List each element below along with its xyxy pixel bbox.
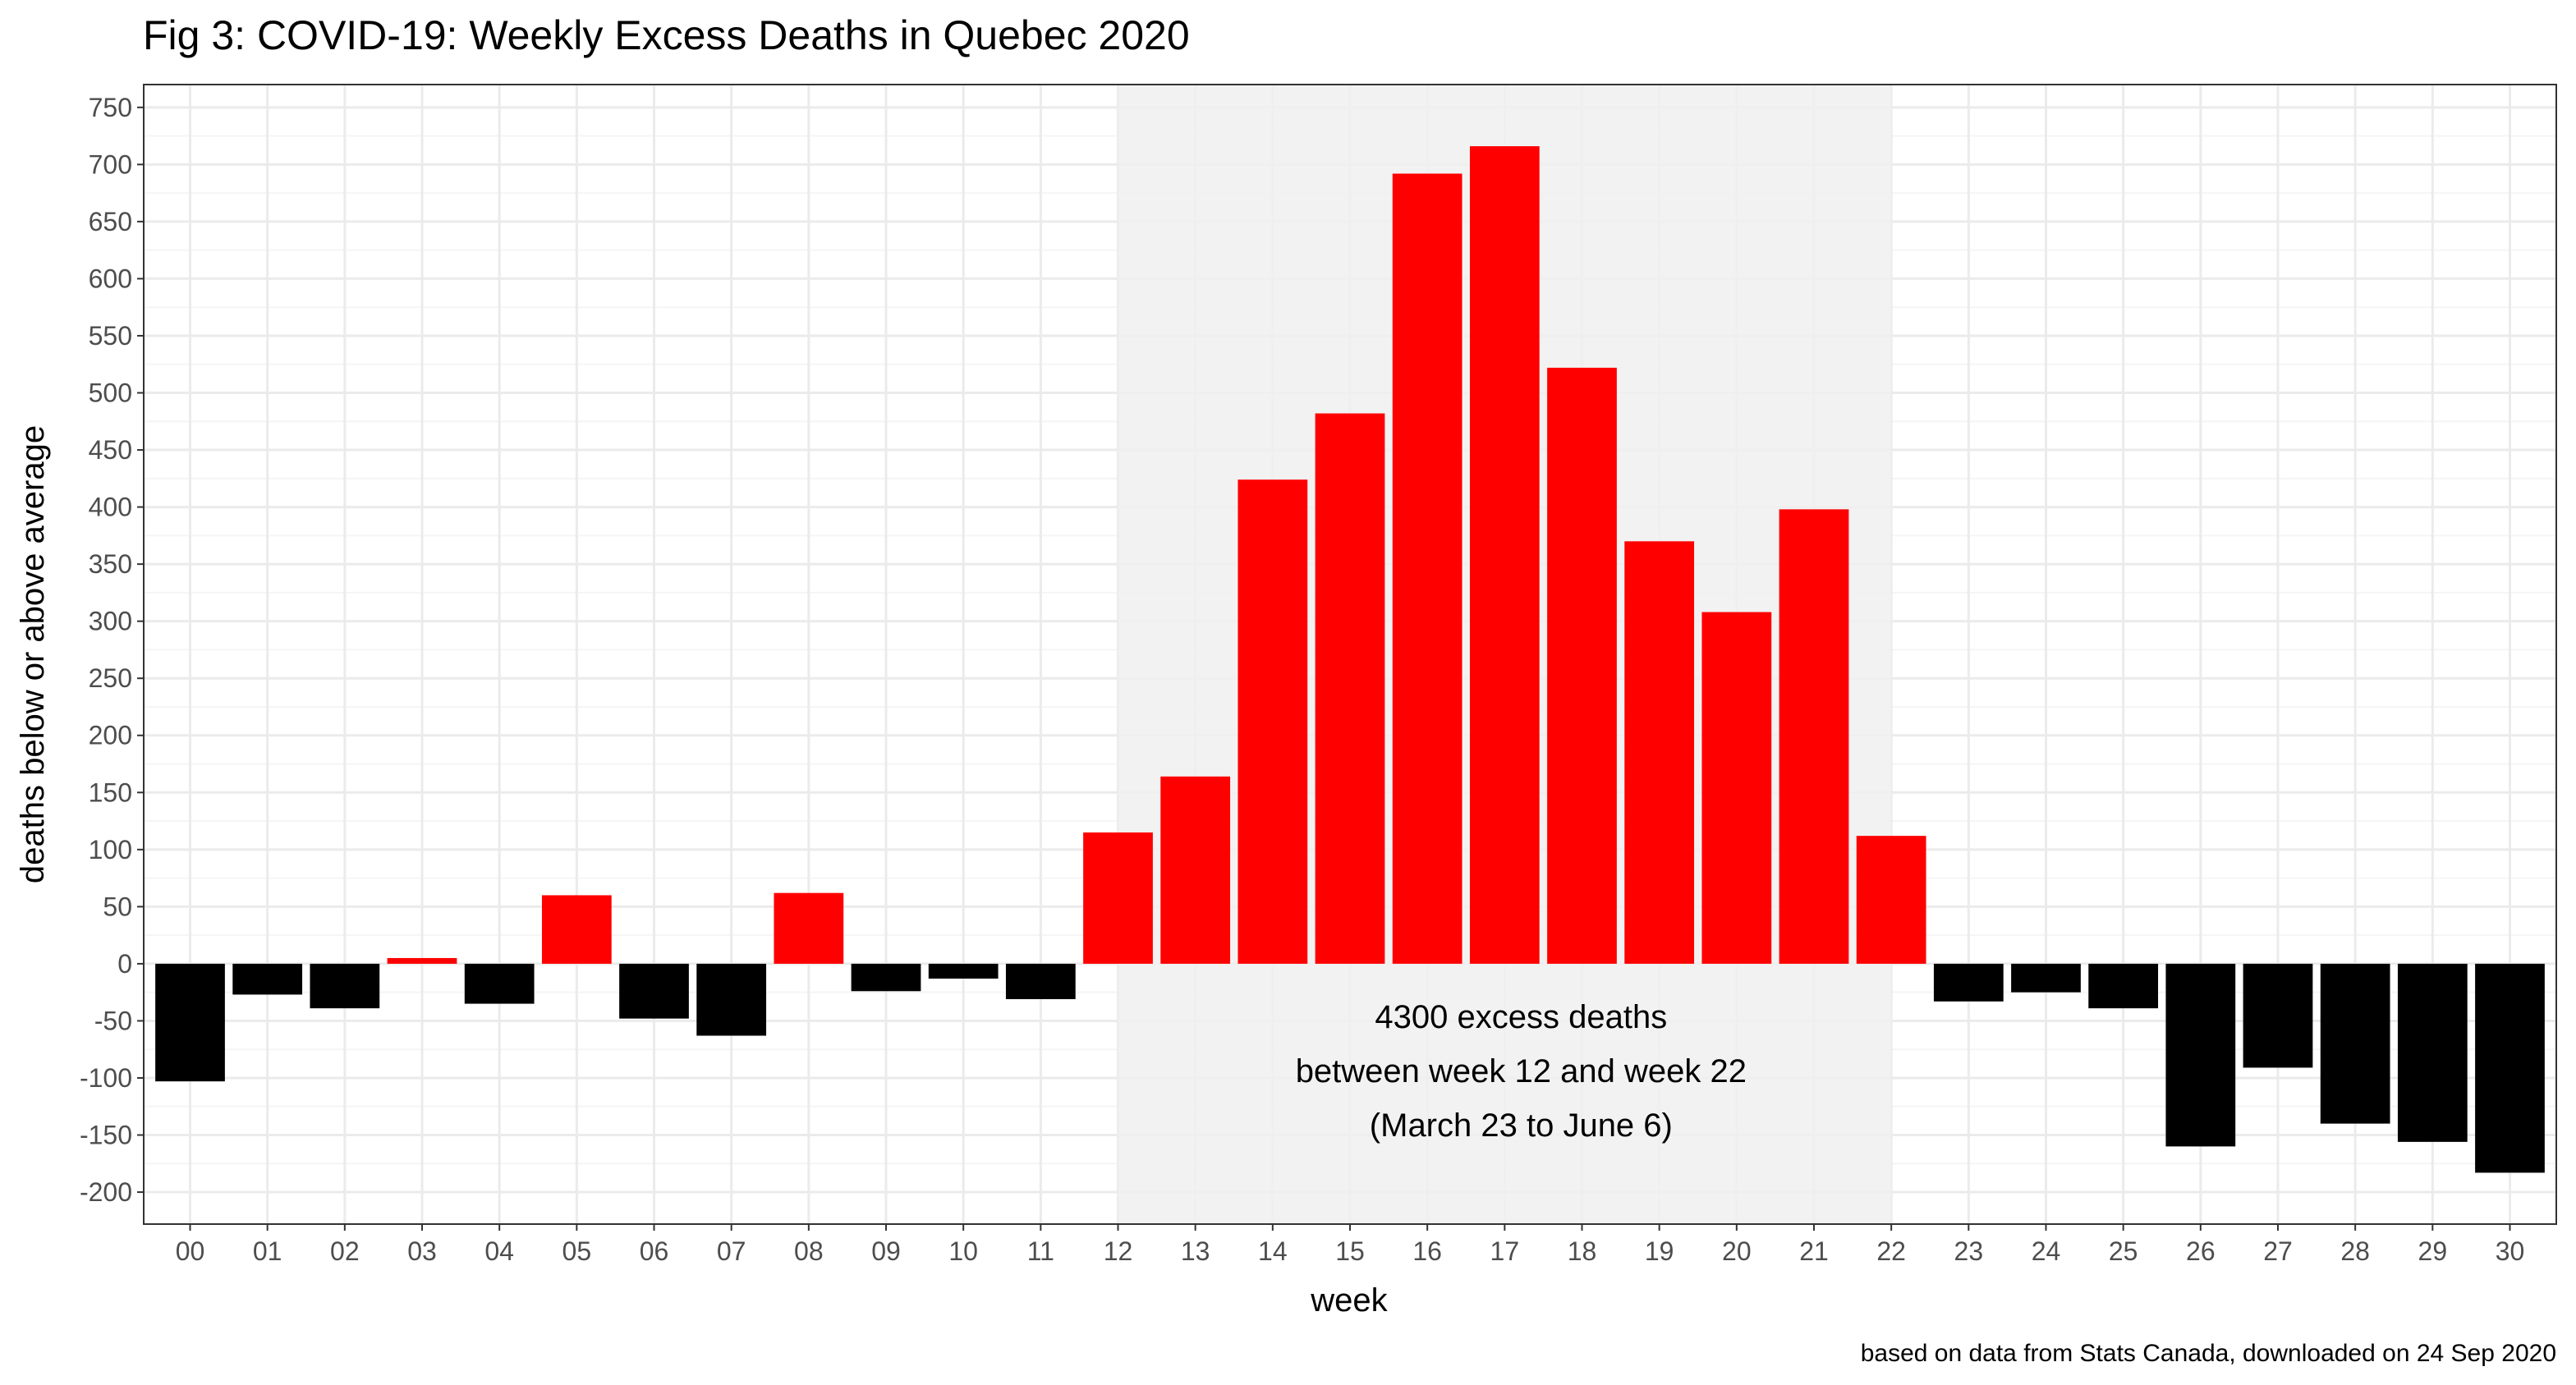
x-tick-label: 08 <box>794 1236 824 1266</box>
bar-week-10 <box>928 963 999 979</box>
bar-week-22 <box>1856 836 1926 964</box>
x-tick-label: 05 <box>562 1236 592 1266</box>
x-tick-label: 23 <box>1954 1236 1984 1266</box>
bar-week-15 <box>1315 413 1385 964</box>
y-tick-label: 700 <box>89 149 132 179</box>
annotation: 4300 excess deaths between week 12 and we… <box>1296 999 1747 1144</box>
y-tick-label: -100 <box>80 1063 132 1093</box>
bar-week-03 <box>387 957 457 964</box>
annotation-line: 4300 excess deaths <box>1375 999 1667 1035</box>
x-tick-label: 03 <box>407 1236 437 1266</box>
bar-week-09 <box>851 963 921 992</box>
bar-week-14 <box>1237 479 1308 964</box>
x-tick-label: 16 <box>1412 1236 1442 1266</box>
bar-week-23 <box>1933 963 2004 1002</box>
x-tick-label: 15 <box>1335 1236 1365 1266</box>
x-tick-label: 06 <box>640 1236 669 1266</box>
caption: based on data from Stats Canada, downloa… <box>1861 1340 2556 1367</box>
y-tick-label: -200 <box>80 1177 132 1207</box>
bar-week-28 <box>2320 963 2390 1124</box>
x-tick-label: 26 <box>2186 1236 2216 1266</box>
x-tick-label: 07 <box>717 1236 746 1266</box>
bar-week-26 <box>2165 963 2236 1147</box>
bar-week-18 <box>1547 367 1617 964</box>
x-axis-title: week <box>1310 1282 1388 1319</box>
bar-week-11 <box>1005 963 1076 1000</box>
x-tick-label: 28 <box>2340 1236 2370 1266</box>
chart-title: Fig 3: COVID-19: Weekly Excess Deaths in… <box>143 12 1190 58</box>
x-tick-label: 14 <box>1258 1236 1288 1266</box>
x-tick-label: 20 <box>1722 1236 1752 1266</box>
bar-week-13 <box>1160 776 1231 964</box>
x-tick-label: 21 <box>1799 1236 1829 1266</box>
annotation-line: (March 23 to June 6) <box>1370 1108 1673 1144</box>
bar-week-20 <box>1701 612 1772 964</box>
y-tick-label: 350 <box>89 549 132 579</box>
bar-week-07 <box>696 963 767 1036</box>
bar-week-30 <box>2475 963 2545 1173</box>
y-tick-label: 650 <box>89 207 132 236</box>
x-tick-label: 04 <box>484 1236 514 1266</box>
x-tick-label: 17 <box>1490 1236 1520 1266</box>
bar-week-12 <box>1083 832 1153 964</box>
y-tick-label: -50 <box>94 1006 132 1035</box>
y-tick-label: 50 <box>103 892 132 921</box>
y-axis-ticks: -200 -150 -100 -50 0 50 100 150 200 250 300 350 400 4… <box>80 93 144 1207</box>
annotation-line: between week 12 and week 22 <box>1296 1053 1747 1089</box>
y-tick-label: 500 <box>89 378 132 408</box>
x-tick-label: 01 <box>253 1236 282 1266</box>
y-tick-label: 250 <box>89 663 132 693</box>
bar-week-29 <box>2397 963 2468 1142</box>
bars <box>155 146 2545 1173</box>
x-tick-label: 30 <box>2496 1236 2525 1266</box>
x-tick-label: 29 <box>2418 1236 2448 1266</box>
bar-week-00 <box>155 963 225 1082</box>
y-tick-label: 200 <box>89 721 132 750</box>
bar-week-01 <box>232 963 303 995</box>
y-tick-label: 150 <box>89 777 132 807</box>
y-tick-label: 100 <box>89 835 132 864</box>
bar-week-16 <box>1392 173 1462 964</box>
x-tick-label: 27 <box>2263 1236 2293 1266</box>
y-tick-label: 450 <box>89 435 132 465</box>
y-axis-title: deaths below or above average <box>15 425 51 883</box>
bar-week-27 <box>2243 963 2313 1068</box>
bar-week-17 <box>1469 146 1540 964</box>
x-tick-label: 09 <box>871 1236 901 1266</box>
x-tick-label: 13 <box>1181 1236 1210 1266</box>
x-tick-label: 25 <box>2109 1236 2138 1266</box>
x-tick-label: 10 <box>948 1236 978 1266</box>
y-tick-label: 300 <box>89 607 132 636</box>
bar-week-25 <box>2088 963 2159 1009</box>
y-tick-label: -150 <box>80 1121 132 1150</box>
y-tick-label: 400 <box>89 493 132 522</box>
x-tick-label: 02 <box>330 1236 360 1266</box>
bar-week-05 <box>541 895 612 964</box>
x-axis-ticks: 00 01 02 03 04 05 06 07 08 09 10 11 12 13 14 15 16 17 18 19… <box>176 1224 2525 1266</box>
bar-week-06 <box>619 963 689 1019</box>
y-tick-label: 0 <box>117 949 132 979</box>
x-tick-label: 18 <box>1568 1236 1597 1266</box>
x-tick-label: 11 <box>1027 1236 1054 1266</box>
x-tick-label: 00 <box>176 1236 205 1266</box>
bar-week-21 <box>1779 509 1849 964</box>
y-tick-label: 750 <box>89 93 132 122</box>
x-tick-label: 19 <box>1645 1236 1674 1266</box>
bar-week-08 <box>774 892 844 964</box>
y-tick-label: 550 <box>89 321 132 351</box>
x-tick-label: 12 <box>1104 1236 1133 1266</box>
bar-week-19 <box>1624 541 1695 964</box>
x-tick-label: 22 <box>1876 1236 1906 1266</box>
x-tick-label: 24 <box>2032 1236 2061 1266</box>
y-tick-label: 600 <box>89 264 132 293</box>
bar-week-02 <box>310 963 380 1009</box>
bar-week-24 <box>2011 963 2081 993</box>
bar-week-04 <box>464 963 535 1004</box>
